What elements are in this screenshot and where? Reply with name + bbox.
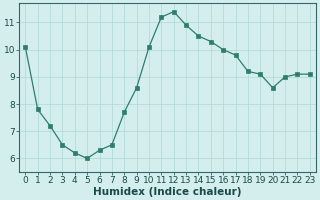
X-axis label: Humidex (Indice chaleur): Humidex (Indice chaleur) [93,187,242,197]
